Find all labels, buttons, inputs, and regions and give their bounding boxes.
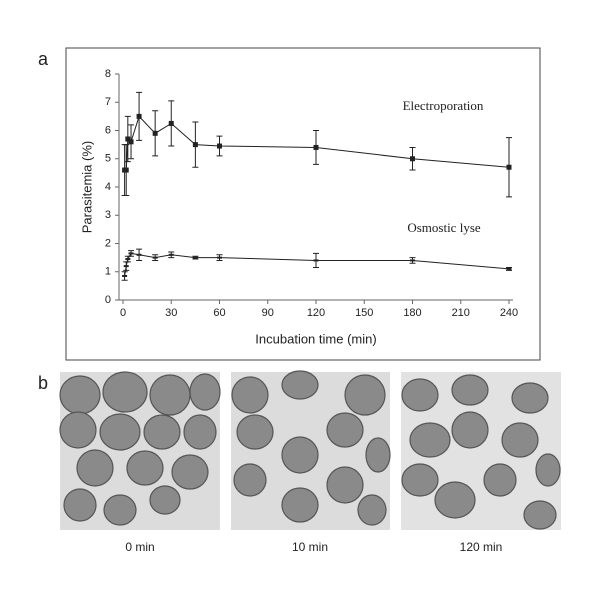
image-caption: 120 min bbox=[460, 540, 503, 554]
marker bbox=[125, 258, 131, 261]
marker bbox=[123, 265, 129, 268]
marker bbox=[122, 274, 128, 277]
x-tick-label: 0 bbox=[120, 307, 126, 319]
x-tick-label: 30 bbox=[165, 307, 177, 319]
y-tick-label: 8 bbox=[105, 68, 111, 80]
series-line bbox=[124, 115, 510, 171]
marker bbox=[192, 256, 198, 259]
marker bbox=[128, 252, 134, 255]
series-line bbox=[124, 252, 510, 277]
x-axis-title: Incubation time (min) bbox=[255, 331, 376, 346]
marker bbox=[152, 130, 158, 136]
y-tick-label: 2 bbox=[105, 237, 111, 249]
marker bbox=[136, 253, 142, 256]
y-tick-label: 4 bbox=[105, 181, 111, 193]
marker bbox=[410, 259, 415, 262]
marker bbox=[136, 113, 142, 119]
image-caption: 0 min bbox=[125, 540, 154, 554]
micrograph bbox=[401, 372, 561, 530]
x-tick-label: 150 bbox=[355, 307, 373, 319]
marker bbox=[192, 142, 198, 148]
x-tick-label: 60 bbox=[213, 307, 225, 319]
panel-label: b bbox=[38, 373, 48, 393]
y-tick-label: 0 bbox=[105, 294, 111, 306]
marker bbox=[128, 139, 134, 145]
y-tick-label: 5 bbox=[105, 153, 111, 165]
marker bbox=[410, 156, 415, 162]
x-tick-label: 180 bbox=[403, 307, 421, 319]
marker bbox=[506, 164, 512, 170]
x-tick-label: 210 bbox=[452, 307, 470, 319]
marker bbox=[313, 259, 319, 262]
marker bbox=[152, 256, 158, 259]
marker bbox=[123, 167, 129, 173]
y-tick-label: 3 bbox=[105, 209, 111, 221]
y-tick-label: 1 bbox=[105, 266, 111, 278]
y-tick-label: 6 bbox=[105, 124, 111, 136]
y-tick-label: 7 bbox=[105, 96, 111, 108]
marker bbox=[125, 136, 131, 142]
marker bbox=[168, 253, 174, 256]
marker bbox=[217, 143, 222, 149]
series-label: Electroporation bbox=[403, 98, 484, 113]
marker bbox=[506, 267, 512, 270]
marker bbox=[217, 256, 222, 259]
x-tick-label: 240 bbox=[500, 307, 518, 319]
image-caption: 10 min bbox=[292, 540, 328, 554]
x-tick-label: 90 bbox=[262, 307, 274, 319]
micrograph bbox=[231, 370, 391, 530]
panel-label: a bbox=[38, 49, 49, 69]
chart-frame bbox=[65, 47, 541, 361]
x-tick-label: 120 bbox=[307, 307, 325, 319]
micrograph bbox=[59, 371, 221, 530]
marker bbox=[313, 144, 319, 150]
marker bbox=[168, 120, 174, 126]
series-label: Osmostic lyse bbox=[407, 220, 481, 235]
y-axis-title: Parasitemia (%) bbox=[79, 141, 94, 233]
